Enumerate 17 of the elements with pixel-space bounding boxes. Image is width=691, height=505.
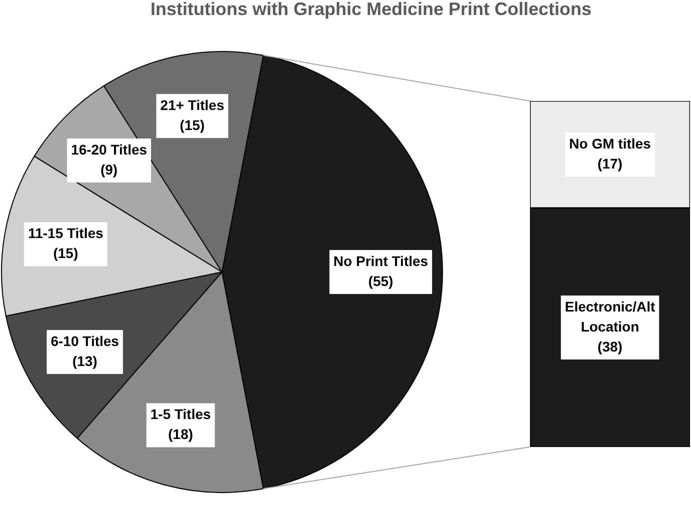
data-label: (55): [368, 272, 394, 289]
slice-label: 21+ Titles: [160, 96, 224, 113]
slice-label: 1-5 Titles: [150, 406, 212, 422]
data-label: (13): [72, 352, 98, 369]
series-label: Electronic/Alt Location: [564, 298, 656, 334]
data-label: (17): [598, 155, 622, 172]
slice-label: 16-20 Titles: [71, 141, 148, 158]
data-label: (18): [168, 426, 194, 442]
slice-label: 6-10 Titles: [50, 332, 120, 349]
data-label: (15): [53, 245, 78, 262]
series-label: No GM titles: [569, 135, 652, 152]
slice-label: 11-15 Titles: [28, 225, 104, 242]
data-label: (15): [180, 116, 205, 133]
data-label: (9): [100, 161, 118, 178]
slice-label: No Print Titles: [333, 252, 428, 269]
data-label: (38): [598, 338, 622, 354]
chart-title: Institutions with Graphic Medicine Print Collections: [150, 0, 592, 19]
